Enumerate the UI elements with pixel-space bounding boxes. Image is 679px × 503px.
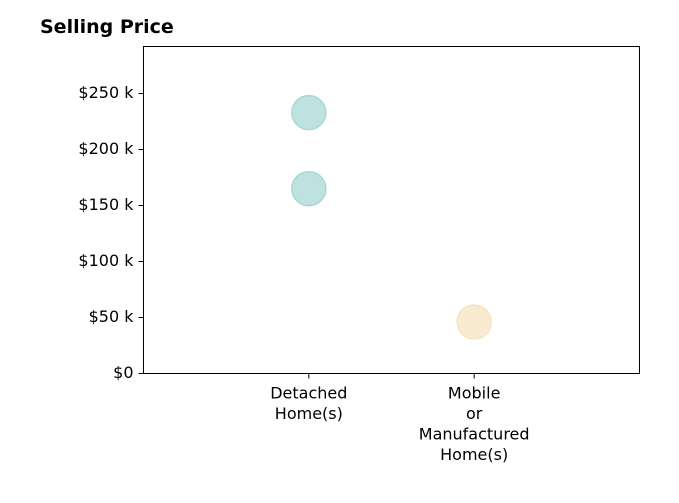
y-axis: $0 $50 k $100 k $150 k $200 k $250 k xyxy=(78,83,144,382)
x-tick-label-line: Detached xyxy=(270,384,347,403)
y-tick-label: $150 k xyxy=(78,195,134,214)
x-tick-label-line: Home(s) xyxy=(275,404,343,423)
x-tick-label: Mobile or Manufactured Home(s) xyxy=(419,384,530,465)
y-tick-label: $50 k xyxy=(89,307,135,326)
y-tick-label: $100 k xyxy=(78,251,134,270)
data-point xyxy=(456,304,492,340)
data-point xyxy=(291,170,327,207)
y-tick-label: $0 xyxy=(113,363,133,382)
plot-frame xyxy=(143,46,640,374)
data-points xyxy=(291,94,492,340)
x-tick-label-line: Manufactured xyxy=(419,425,530,444)
x-tick-label: Detached Home(s) xyxy=(270,384,347,424)
y-tick-label: $200 k xyxy=(78,139,134,158)
x-tick-label-line: or xyxy=(466,404,483,423)
y-tick-label: $250 k xyxy=(78,83,134,102)
x-tick-label-line: Home(s) xyxy=(440,445,508,464)
chart-title: Selling Price xyxy=(40,16,174,38)
x-tick-label-line: Mobile xyxy=(448,384,500,403)
data-point xyxy=(291,94,327,131)
x-axis: Detached Home(s)Mobile or Manufactured Home(… xyxy=(270,373,530,465)
